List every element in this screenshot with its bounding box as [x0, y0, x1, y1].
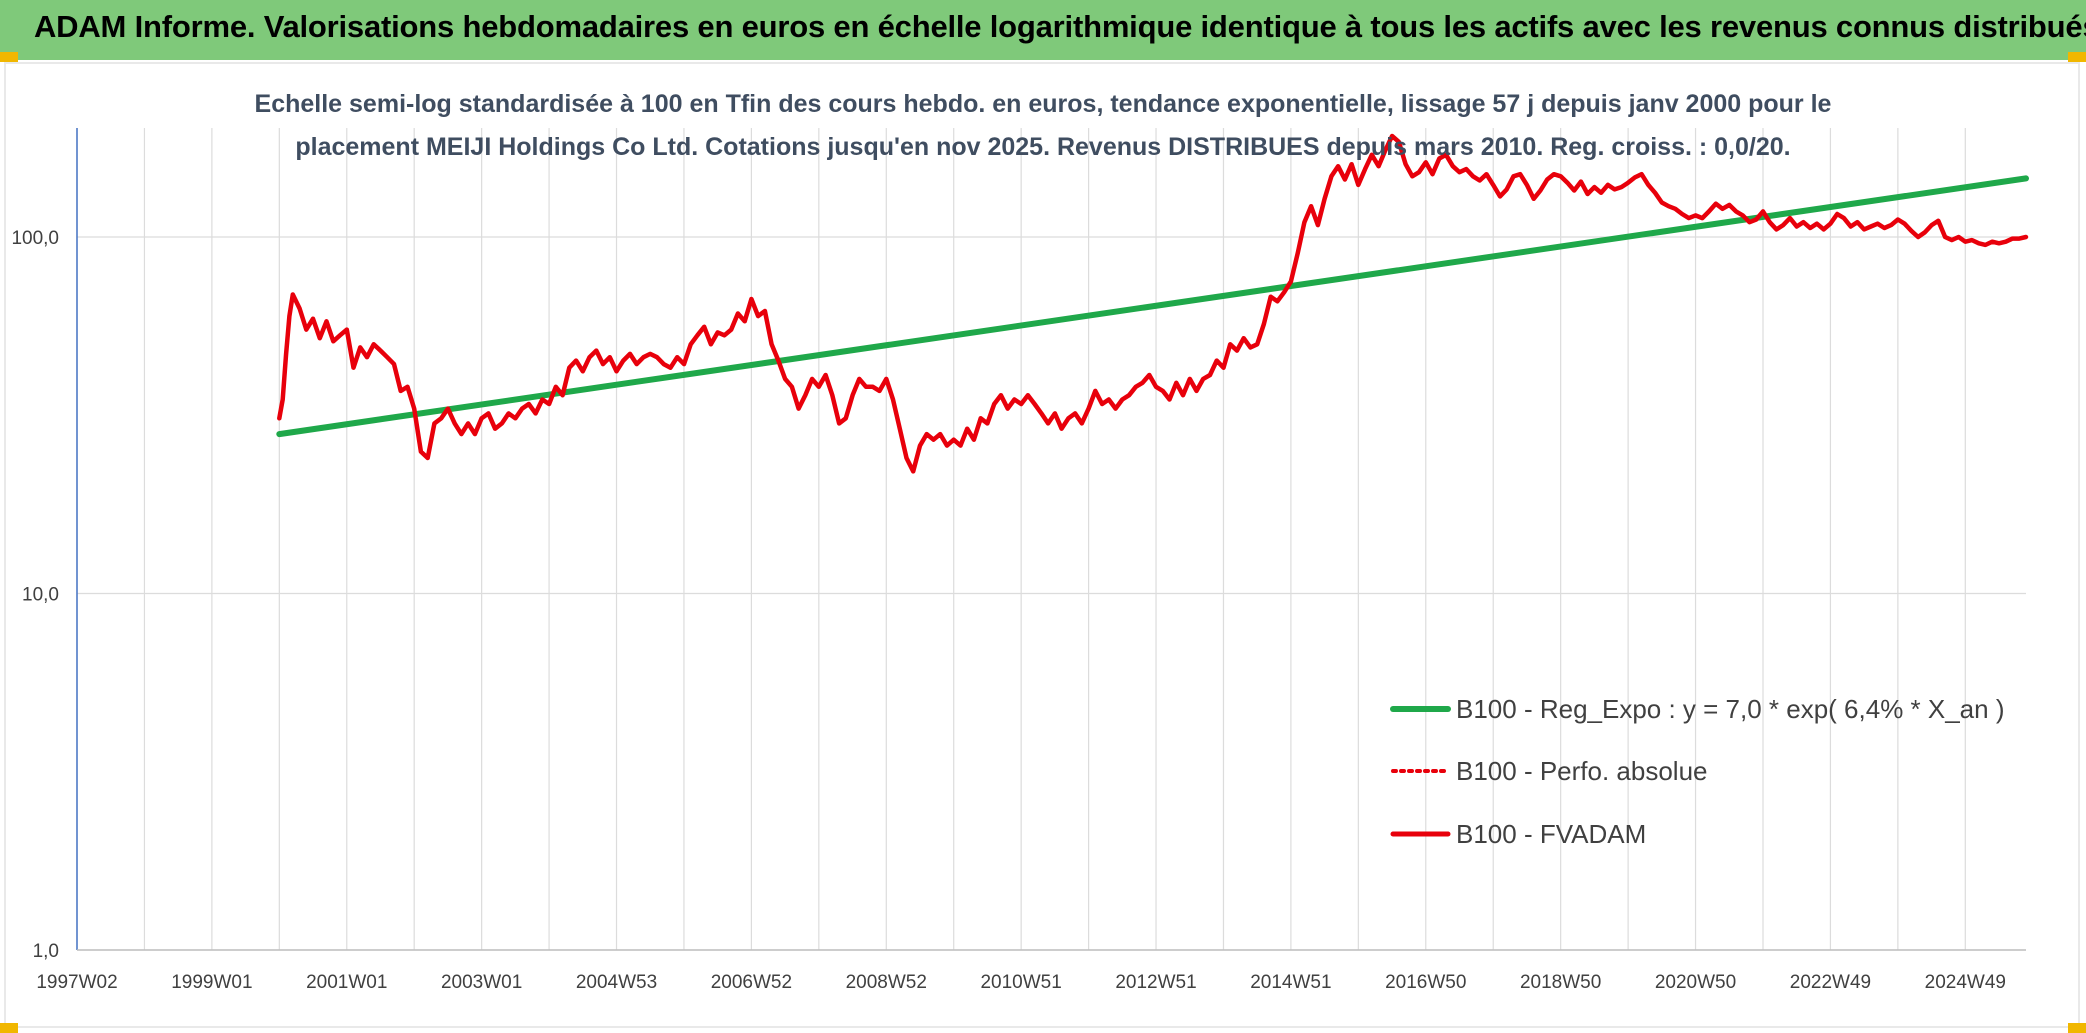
- legend-entry-fvadam-label: B100 - FVADAM: [1456, 819, 1646, 849]
- y-tick-label: 10,0: [22, 585, 59, 606]
- frame-corner-top-left: [0, 52, 18, 62]
- x-tick-label: 2016W50: [1385, 972, 1466, 993]
- x-tick-label: 2008W52: [846, 972, 927, 993]
- frame-corner-bottom-left: [0, 1023, 18, 1033]
- legend-entry-regression-label: B100 - Reg_Expo : y = 7,0 * exp( 6,4% * …: [1456, 694, 2005, 724]
- x-tick-label: 2022W49: [1790, 972, 1871, 993]
- legend-entry-absolute-performance-label: B100 - Perfo. absolue: [1456, 756, 1708, 786]
- y-tick-label: 1,0: [33, 941, 59, 962]
- x-tick-label: 2003W01: [441, 972, 522, 993]
- chart-title-line-2: placement MEIJI Holdings Co Ltd. Cotatio…: [295, 133, 1791, 161]
- report-banner: ADAM Informe. Valorisations hebdomadaire…: [0, 0, 2086, 60]
- x-tick-label: 2006W52: [711, 972, 792, 993]
- x-tick-label: 2001W01: [306, 972, 387, 993]
- chart-title-line-1: Echelle semi-log standardisée à 100 en T…: [254, 90, 1832, 118]
- x-tick-label: 1999W01: [171, 972, 252, 993]
- x-tick-label: 2004W53: [576, 972, 657, 993]
- y-tick-label: 100,0: [11, 228, 59, 249]
- x-tick-label: 2018W50: [1520, 972, 1601, 993]
- x-tick-label: 2012W51: [1115, 972, 1196, 993]
- frame-corner-bottom-right: [2068, 1023, 2086, 1033]
- regression-line: [276, 175, 2029, 438]
- x-tick-label: 1997W02: [36, 972, 117, 993]
- x-tick-label: 2010W51: [980, 972, 1061, 993]
- x-tick-label: 2014W51: [1250, 972, 1331, 993]
- x-tick-label: 2020W50: [1655, 972, 1736, 993]
- x-tick-label: 2024W49: [1925, 972, 2006, 993]
- frame-corner-top-right: [2068, 52, 2086, 62]
- report-title: ADAM Informe. Valorisations hebdomadaire…: [34, 9, 2086, 44]
- fvadam-line: [277, 133, 2029, 474]
